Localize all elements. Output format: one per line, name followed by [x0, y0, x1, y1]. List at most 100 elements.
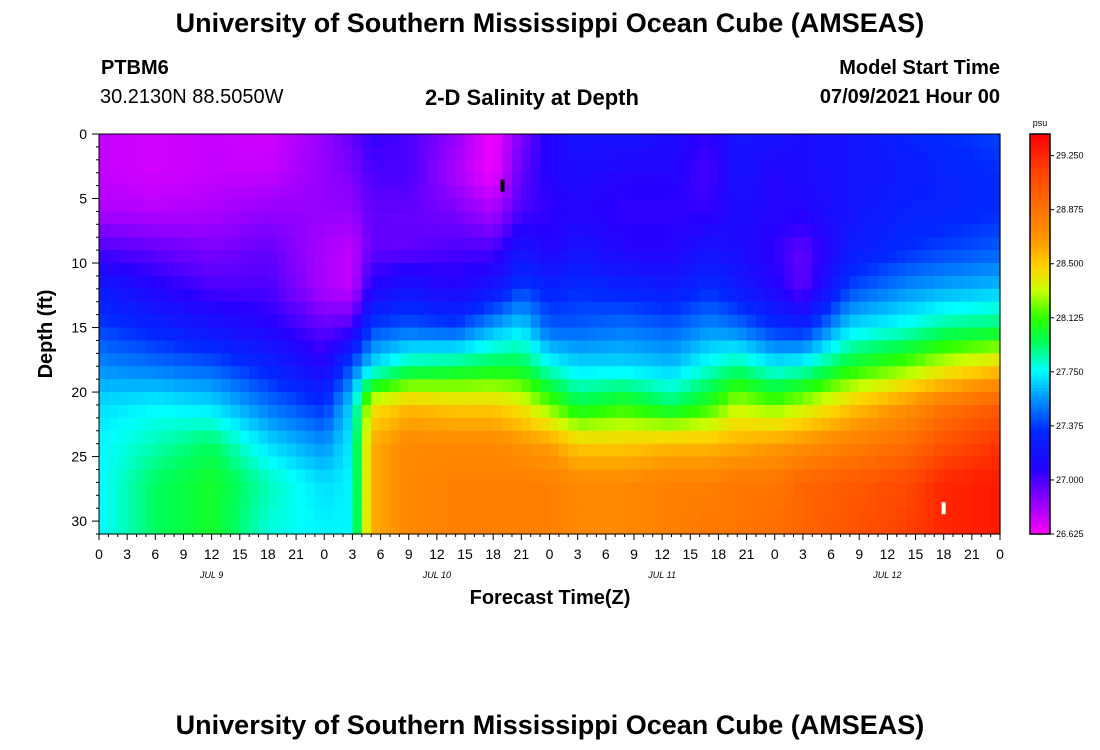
- heatmap-cell: [296, 159, 307, 174]
- heatmap-cell: [953, 366, 964, 380]
- heatmap-cell: [971, 250, 982, 264]
- heatmap-cell: [371, 146, 382, 161]
- heatmap-cell: [465, 521, 476, 535]
- heatmap-cell: [446, 146, 457, 161]
- heatmap-cell: [596, 379, 607, 393]
- heatmap-cell: [709, 366, 720, 380]
- heatmap-cell: [887, 198, 898, 213]
- heatmap-cell: [859, 340, 870, 354]
- heatmap-cell: [211, 263, 222, 277]
- heatmap-cell: [267, 327, 278, 342]
- heatmap-cell: [286, 353, 297, 367]
- heatmap-cell: [183, 250, 194, 264]
- heatmap-cell: [624, 417, 635, 432]
- heatmap-cell: [906, 366, 917, 380]
- heatmap-cell: [127, 482, 138, 496]
- heatmap-cell: [915, 275, 926, 290]
- heatmap-cell: [305, 495, 316, 509]
- heatmap-cell: [540, 469, 551, 483]
- heatmap-cell: [183, 469, 194, 483]
- heatmap-cell: [164, 198, 175, 213]
- heatmap-cell: [971, 443, 982, 458]
- heatmap-cell: [755, 482, 766, 496]
- heatmap-cell: [605, 417, 616, 432]
- heatmap-cell: [305, 314, 316, 329]
- colorbar-segment: [1030, 427, 1050, 432]
- heatmap-cell: [267, 301, 278, 316]
- heatmap-cell: [577, 404, 588, 419]
- heatmap-cell: [286, 237, 297, 251]
- heatmap-cell: [971, 146, 982, 161]
- heatmap-cell: [267, 237, 278, 251]
- heatmap-cell: [493, 508, 504, 522]
- heatmap-cell: [502, 417, 513, 432]
- heatmap-cell: [408, 482, 419, 496]
- heatmap-cell: [971, 379, 982, 393]
- heatmap-cell: [859, 224, 870, 238]
- heatmap-cell: [305, 185, 316, 200]
- heatmap-cell: [746, 327, 757, 342]
- heatmap-cell: [296, 508, 307, 522]
- heatmap-cell: [549, 172, 560, 187]
- heatmap-cell: [943, 237, 954, 251]
- heatmap-cell: [596, 314, 607, 329]
- heatmap-cell: [361, 379, 372, 393]
- heatmap-cell: [605, 508, 616, 522]
- heatmap-cell: [943, 353, 954, 367]
- heatmap-cell: [455, 508, 466, 522]
- heatmap-cell: [831, 314, 842, 329]
- heatmap-cell: [652, 134, 663, 148]
- heatmap-cell: [868, 417, 879, 432]
- heatmap-cell: [371, 417, 382, 432]
- x-tick-label: 9: [630, 546, 638, 562]
- heatmap-cell: [465, 159, 476, 174]
- heatmap-cell: [136, 366, 147, 380]
- heatmap-cell: [624, 314, 635, 329]
- heatmap-cell: [511, 495, 522, 509]
- heatmap-cell: [446, 185, 457, 200]
- heatmap-cell: [699, 172, 710, 187]
- heatmap-cell: [371, 404, 382, 419]
- heatmap-cell: [211, 443, 222, 458]
- heatmap-cell: [671, 482, 682, 496]
- heatmap-cell: [155, 379, 166, 393]
- heatmap-cell: [333, 430, 344, 445]
- heatmap-cell: [971, 404, 982, 419]
- heatmap-cell: [652, 417, 663, 432]
- heatmap-cell: [727, 146, 738, 161]
- heatmap-cell: [680, 250, 691, 264]
- heatmap-cell: [230, 469, 241, 483]
- heatmap-cell: [249, 469, 260, 483]
- heatmap-cell: [117, 379, 128, 393]
- heatmap-cell: [483, 482, 494, 496]
- heatmap-cell: [108, 456, 119, 471]
- heatmap-cell: [962, 508, 973, 522]
- heatmap-cell: [305, 430, 316, 445]
- heatmap-cell: [840, 224, 851, 238]
- heatmap-cell: [530, 263, 541, 277]
- heatmap-cell: [737, 314, 748, 329]
- heatmap-cell: [333, 482, 344, 496]
- heatmap-cell: [906, 353, 917, 367]
- heatmap-cell: [812, 392, 823, 406]
- heatmap-cell: [483, 404, 494, 419]
- heatmap-cell: [624, 185, 635, 200]
- heatmap-cell: [155, 224, 166, 238]
- heatmap-cell: [812, 275, 823, 290]
- heatmap-cell: [633, 366, 644, 380]
- colorbar-segment: [1030, 344, 1050, 348]
- heatmap-cell: [99, 185, 109, 200]
- colorbar-tick-label: 29.250: [1056, 151, 1084, 161]
- heatmap-cell: [934, 469, 945, 483]
- heatmap-cell: [896, 263, 907, 277]
- heatmap-cell: [802, 134, 813, 148]
- heatmap-cell: [239, 237, 250, 251]
- heatmap-cell: [812, 198, 823, 213]
- heatmap-cell: [202, 211, 213, 225]
- heatmap-cell: [915, 392, 926, 406]
- heatmap-cell: [286, 379, 297, 393]
- heatmap-cell: [615, 456, 626, 471]
- heatmap-cell: [840, 443, 851, 458]
- colorbar-segment: [1030, 317, 1050, 322]
- heatmap-cell: [934, 263, 945, 277]
